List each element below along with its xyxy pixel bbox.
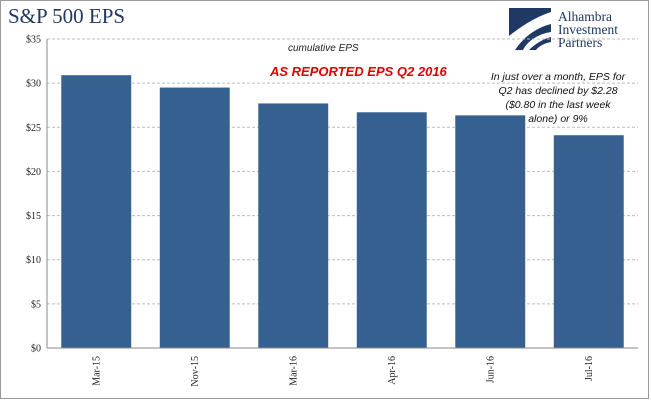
axis-layer: $0 $5 $10 $15 $20 $25 $30 $35 Mar-15 Nov-15 Mar-16… [26,35,638,387]
logo-text: Alhambra Investment Partners [558,9,618,50]
chart-title: S&P 500 EPS [8,4,126,28]
y-tick-label-15: $15 [26,211,41,222]
bar-layer [61,75,624,349]
logo-line-1: Alhambra [558,9,612,24]
company-logo: Alhambra Investment Partners [509,8,643,54]
y-tick-label-20: $20 [26,167,41,178]
y-tick-label-25: $25 [26,123,41,134]
bar-Jun-16 [455,115,526,348]
x-tick-label-Mar-15: Mar-15 [91,356,102,386]
annotation-note: In just over a month, EPS for Q2 has dec… [482,70,634,126]
chart-subtitle: cumulative EPS [288,43,359,54]
grid-layer [47,38,638,305]
annotation-line-3: ($0.80 in the last week [505,99,611,111]
highlight-label: AS REPORTED EPS Q2 2016 [270,64,447,79]
y-tick-label-10: $10 [26,255,41,266]
y-tick-label-35: $35 [26,35,41,46]
bar-Apr-16 [356,112,427,348]
annotation-line-4: alone) or 9% [528,113,588,125]
bar-Nov-15 [159,87,230,349]
logo-mark-icon [509,8,551,50]
x-tick-label-Nov-15: Nov-15 [190,356,201,387]
y-tick-label-0: $0 [31,344,41,355]
annotation-line-2: Q2 has declined by $2.28 [498,85,618,97]
x-tick-label-Mar-16: Mar-16 [288,356,299,386]
bar-Mar-16 [258,103,329,348]
y-tick-label-30: $30 [26,79,41,90]
logo-line-2: Investment [558,22,618,37]
bar-Mar-15 [61,75,132,348]
x-tick-label-Jun-16: Jun-16 [485,356,496,383]
y-tick-label-5: $5 [31,299,41,310]
annotation-line-1: In just over a month, EPS for [490,71,626,83]
bar-Jul-16 [553,135,624,348]
x-tick-label-Apr-16: Apr-16 [387,356,398,385]
x-tick-label-Jul-16: Jul-16 [584,356,595,381]
